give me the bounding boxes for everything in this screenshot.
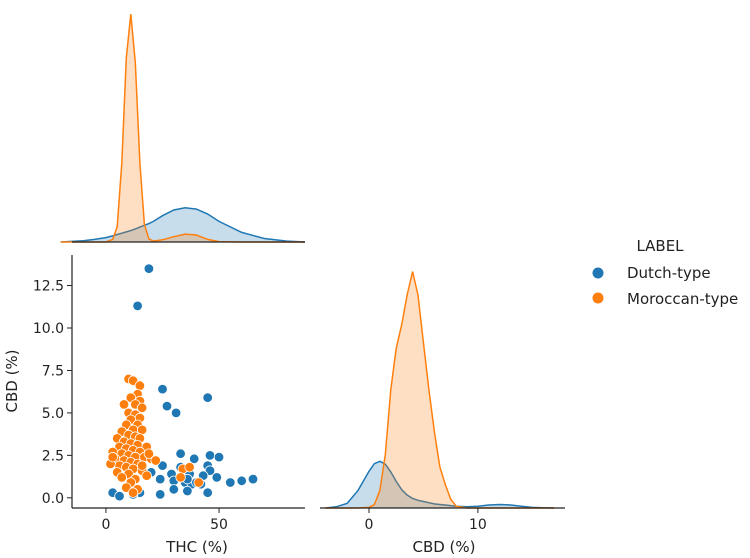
scatter-point-moroccan-type	[107, 451, 118, 463]
scatter-point-dutch-type	[202, 392, 213, 403]
scatter-point-moroccan-type	[141, 470, 152, 481]
scatter-point-dutch-type	[213, 451, 225, 463]
scatter-point-dutch-type	[161, 400, 173, 412]
scatter-point-moroccan-type	[116, 472, 128, 483]
scatter-point-moroccan-type	[150, 455, 161, 466]
y-axis-label-cbd: CBD (%)	[3, 349, 21, 412]
x-axis-label-thc: THC (%)	[165, 538, 228, 556]
scatter-panel: 0.0 2.5 5.0 7.5 10.0 12.5 0 50	[33, 255, 305, 533]
y-tick-label: 5.0	[42, 406, 64, 422]
kde-cbd-line-dutch-type	[325, 460, 555, 509]
y-tick-label: 12.5	[33, 279, 64, 295]
legend-marker-dutch	[591, 266, 605, 280]
scatter-point-moroccan-type	[118, 399, 130, 410]
scatter-point-dutch-type	[175, 448, 186, 459]
x-tick-label-thc: 50	[210, 517, 228, 533]
scatter-point-moroccan-type	[127, 487, 139, 498]
legend-label-moroccan: Moroccan-type	[627, 290, 738, 308]
scatter-point-moroccan-type	[136, 460, 148, 471]
scatter-point-moroccan-type	[184, 462, 195, 473]
scatter-point-dutch-type	[225, 477, 236, 488]
scatter-point-dutch-type	[168, 484, 180, 495]
legend-marker-moroccan	[591, 291, 605, 305]
scatter-point-dutch-type	[247, 473, 259, 485]
scatter-point-dutch-type	[114, 490, 125, 502]
y-tick-label: 7.5	[42, 363, 64, 379]
scatter-point-dutch-type	[204, 450, 216, 461]
scatter-point-dutch-type	[202, 487, 213, 498]
x-tick-label-cbd: 10	[469, 517, 487, 533]
scatter-point-dutch-type	[157, 383, 168, 395]
scatter-point-dutch-type	[132, 300, 143, 312]
scatter-point-moroccan-type	[134, 380, 146, 391]
legend: LABEL Dutch-type Moroccan-type	[591, 237, 738, 308]
x-axis-label-cbd: CBD (%)	[412, 538, 475, 556]
scatter-point-dutch-type	[154, 489, 166, 500]
scatter-point-dutch-type	[188, 453, 200, 465]
scatter-point-dutch-type	[236, 475, 247, 487]
scatter-point-moroccan-type	[193, 477, 204, 488]
y-tick-label: 0.0	[42, 491, 64, 507]
scatter-point-dutch-type	[170, 407, 182, 419]
kde-cbd-panel: 0 10	[320, 271, 565, 533]
scatter-point-dutch-type	[154, 473, 166, 485]
kde-thc-line-dutch-type	[60, 207, 306, 243]
y-tick-label: 10.0	[33, 321, 64, 337]
x-tick-label-thc: 0	[101, 517, 110, 533]
x-tick-label-cbd: 0	[365, 517, 374, 533]
kde-cbd-area-moroccan-type	[325, 271, 555, 508]
scatter-point-moroccan-type	[136, 402, 148, 414]
scatter-point-dutch-type	[211, 472, 223, 483]
scatter-point-moroccan-type	[175, 472, 186, 483]
legend-title: LABEL	[636, 237, 684, 255]
kde-thc-panel	[60, 14, 306, 243]
y-tick-label: 2.5	[42, 448, 64, 464]
legend-label-dutch: Dutch-type	[627, 264, 711, 282]
kde-thc-area-moroccan-type	[60, 14, 306, 242]
scatter-point-dutch-type	[182, 485, 193, 497]
scatter-point-moroccan-type	[143, 448, 155, 459]
scatter-point-dutch-type	[143, 263, 155, 274]
